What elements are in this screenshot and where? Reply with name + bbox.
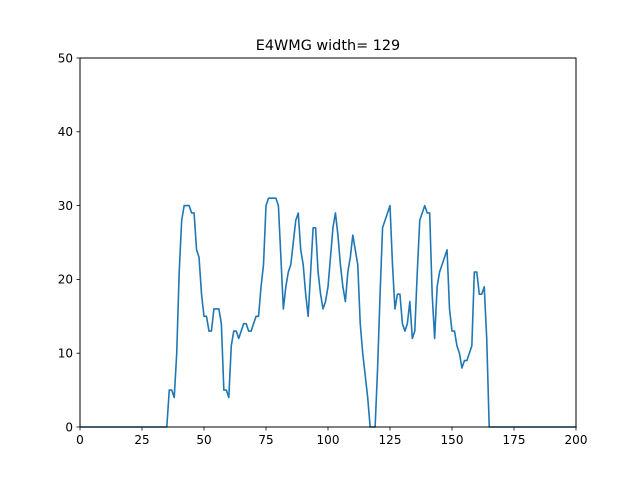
x-tick-label: 50 bbox=[196, 433, 211, 447]
y-tick-label: 20 bbox=[58, 273, 73, 287]
x-tick-label: 175 bbox=[503, 433, 526, 447]
y-tick-label: 40 bbox=[58, 125, 73, 139]
x-tick-label: 200 bbox=[565, 433, 588, 447]
x-tick-label: 125 bbox=[379, 433, 402, 447]
x-tick-label: 100 bbox=[317, 433, 340, 447]
x-tick-label: 25 bbox=[134, 433, 149, 447]
y-tick-label: 0 bbox=[65, 420, 73, 434]
y-tick-label: 50 bbox=[58, 51, 73, 65]
ticks-layer: 0 25 50 75 100 125 150 175 200 0 10 20 30 40 50 bbox=[58, 51, 588, 447]
y-tick-label: 30 bbox=[58, 199, 73, 213]
plot-area-frame bbox=[79, 57, 577, 428]
series-line bbox=[79, 197, 577, 428]
x-tick-label: 75 bbox=[258, 433, 273, 447]
series-layer bbox=[79, 197, 577, 428]
x-tick-label: 0 bbox=[76, 433, 84, 447]
y-tick-label: 10 bbox=[58, 347, 73, 361]
chart-title: E4WMG width= 129 bbox=[256, 38, 400, 54]
x-tick-label: 150 bbox=[441, 433, 464, 447]
